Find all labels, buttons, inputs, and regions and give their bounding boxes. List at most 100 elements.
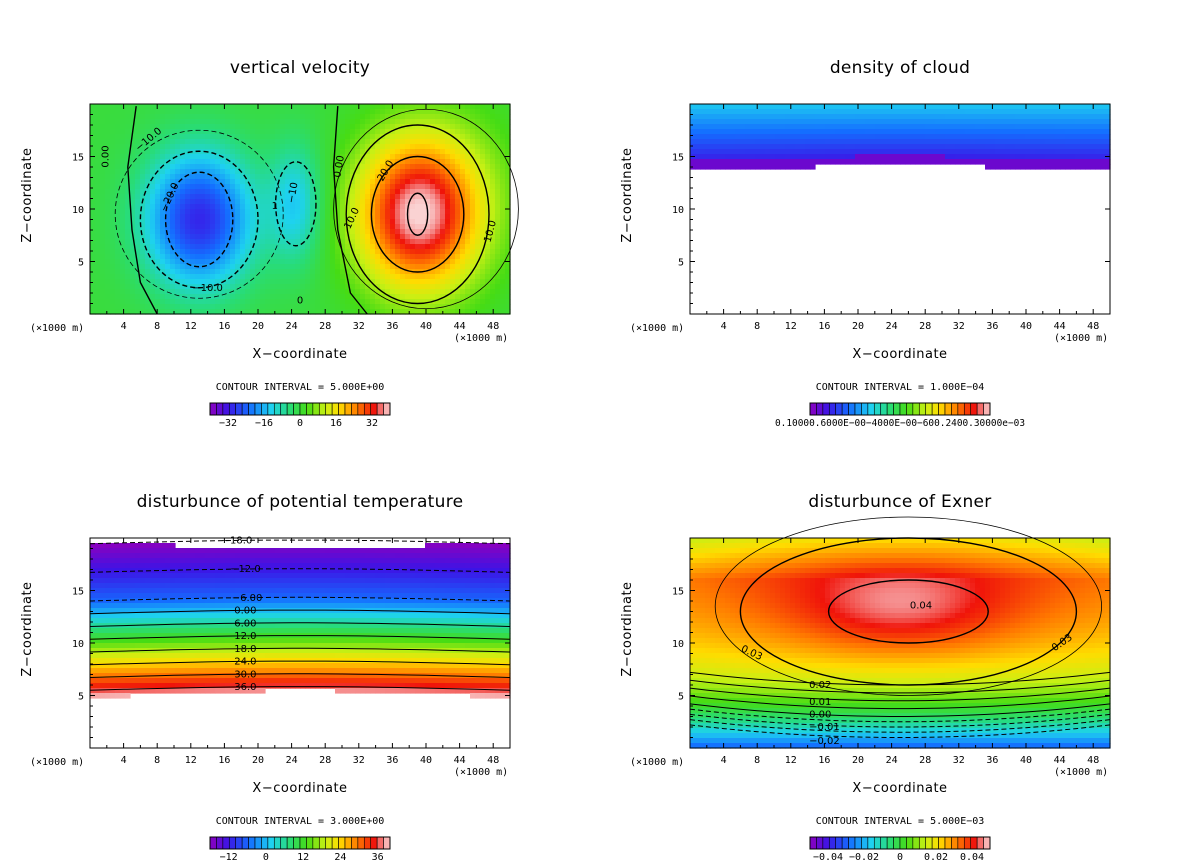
- colorbar-cell: [209, 836, 217, 850]
- contour-line: [114, 129, 284, 299]
- colorbar-cell: [261, 402, 269, 416]
- colorbar-cell: [344, 402, 352, 416]
- panel-exner: disturbunce of Exner 0.04 0.03 0.03 0.02 0.0…: [600, 434, 1200, 868]
- colorbar-cell: [344, 836, 352, 850]
- colorbar-frame: [809, 402, 991, 416]
- contour-line: [89, 673, 511, 678]
- panel-vertical-velocity: vertical velocity 0.00 −10.0 −20.0 −10.0 −10…: [0, 0, 600, 434]
- x-tick-label: 48: [1087, 755, 1099, 766]
- colorbar-tick-label: 36: [372, 852, 384, 863]
- colorbar-cell: [893, 402, 901, 416]
- x-tick-label: 16: [818, 321, 830, 332]
- contour-label: 24.0: [234, 657, 256, 668]
- x-tick-label: 48: [487, 755, 499, 766]
- contour-line: [89, 647, 511, 653]
- contour-interval: CONTOUR INTERVAL = 5.000E+00: [215, 382, 385, 393]
- colorbar-cell: [880, 836, 888, 850]
- contour-line: [89, 686, 511, 691]
- x-tick-label: 20: [852, 755, 864, 766]
- colorbar-tick-label: −32: [219, 418, 237, 429]
- x-axis-label: X−coordinate: [852, 781, 948, 796]
- y-tick-label: 15: [72, 587, 84, 598]
- colorbar-cell: [918, 836, 927, 850]
- colorbar-cell: [944, 402, 952, 416]
- colorbar-cell: [912, 836, 920, 850]
- colorbar-cell: [848, 836, 856, 850]
- colorbar-cell: [854, 402, 862, 416]
- colorbar-tick-label: 12: [297, 852, 309, 863]
- colorbar-cell: [254, 836, 262, 850]
- contour-label: 36.0: [234, 682, 256, 693]
- colorbar-cell: [822, 402, 830, 416]
- colorbar-cell: [325, 836, 333, 850]
- y-tick-label: 10: [672, 205, 684, 216]
- x-tick-label: 44: [454, 321, 466, 332]
- x-tick-label: 24: [286, 321, 298, 332]
- colorbar-cell: [873, 836, 882, 850]
- x-unit-right: (×1000 m): [1054, 333, 1109, 344]
- colorbar: 0.10000.6000E−00−4000E−00−600.2400.30000…: [775, 402, 1025, 429]
- y-axis-label: Z−coordinate: [20, 147, 35, 243]
- colorbar-cell: [248, 402, 256, 416]
- x-axis-label: X−coordinate: [852, 347, 948, 362]
- x-tick-label: 28: [919, 321, 931, 332]
- colorbar-cell: [816, 836, 824, 850]
- colorbar-tick-label: 0: [897, 852, 903, 863]
- colorbar-cell: [280, 402, 288, 416]
- colorbar-cell: [325, 402, 333, 416]
- colorbar-cell: [357, 402, 365, 416]
- colorbar-cell: [835, 402, 843, 416]
- colorbar-cell: [918, 402, 927, 416]
- contour-label: 0.00: [234, 606, 256, 617]
- x-tick-label: 8: [154, 755, 160, 766]
- colorbar-cell: [351, 402, 359, 416]
- contour-label: −10: [286, 181, 300, 204]
- contour-interval: CONTOUR INTERVAL = 3.000E+00: [215, 816, 385, 827]
- colorbar-cell: [318, 836, 327, 850]
- x-tick-label: 36: [986, 321, 998, 332]
- plot-canvas: −18.0 −12.0 −6.00 0.006.00 12.0 18.0 24.030.0 3…: [72, 536, 511, 863]
- colorbar-cell: [809, 402, 817, 416]
- colorbar: −32 −16 0 16 32: [209, 402, 391, 429]
- contour-line: [89, 660, 511, 666]
- colorbar-tick-label: −0.02: [849, 852, 879, 863]
- x-axis-label: X−coordinate: [252, 347, 348, 362]
- colorbar-cell: [222, 836, 230, 850]
- x-unit-right: (×1000 m): [454, 333, 509, 344]
- y-axis-label: Z−coordinate: [620, 147, 635, 243]
- colorbar-cell: [376, 402, 384, 416]
- colorbar-cell: [216, 402, 224, 416]
- colorbar-cell: [216, 836, 224, 850]
- colorbar-cell: [312, 836, 320, 850]
- colorbar-cell: [931, 836, 939, 850]
- contour-line: [332, 106, 368, 315]
- colorbar-cell: [899, 836, 907, 850]
- contour-label: 0.01: [809, 697, 831, 708]
- colorbar-cell: [906, 402, 914, 416]
- x-tick-label: 32: [353, 321, 365, 332]
- colorbar-cell: [228, 836, 237, 850]
- contour-label: 12.0: [234, 631, 256, 642]
- colorbar-cell: [938, 836, 946, 850]
- colorbar-cell: [383, 836, 391, 850]
- colorbar-cell: [370, 836, 378, 850]
- colorbar-cell: [261, 836, 269, 850]
- colorbar-cell: [376, 836, 384, 850]
- x-tick-label: 24: [886, 755, 898, 766]
- colorbar-cell: [241, 402, 249, 416]
- colorbar-tick-label: 0: [297, 418, 303, 429]
- colorbar-cell: [867, 402, 875, 416]
- x-tick-label: 44: [1054, 755, 1066, 766]
- colorbar-cell: [957, 402, 965, 416]
- colorbar-cell: [370, 402, 378, 416]
- colorbar-cell: [938, 402, 946, 416]
- colorbar-cell: [944, 836, 952, 850]
- contour-interval: CONTOUR INTERVAL = 5.000E−03: [815, 816, 985, 827]
- colorbar-cell: [816, 402, 824, 416]
- colorbar-cell: [228, 402, 237, 416]
- x-tick-label: 12: [185, 755, 197, 766]
- colorbar-cell: [286, 836, 294, 850]
- x-tick-label: 12: [185, 321, 197, 332]
